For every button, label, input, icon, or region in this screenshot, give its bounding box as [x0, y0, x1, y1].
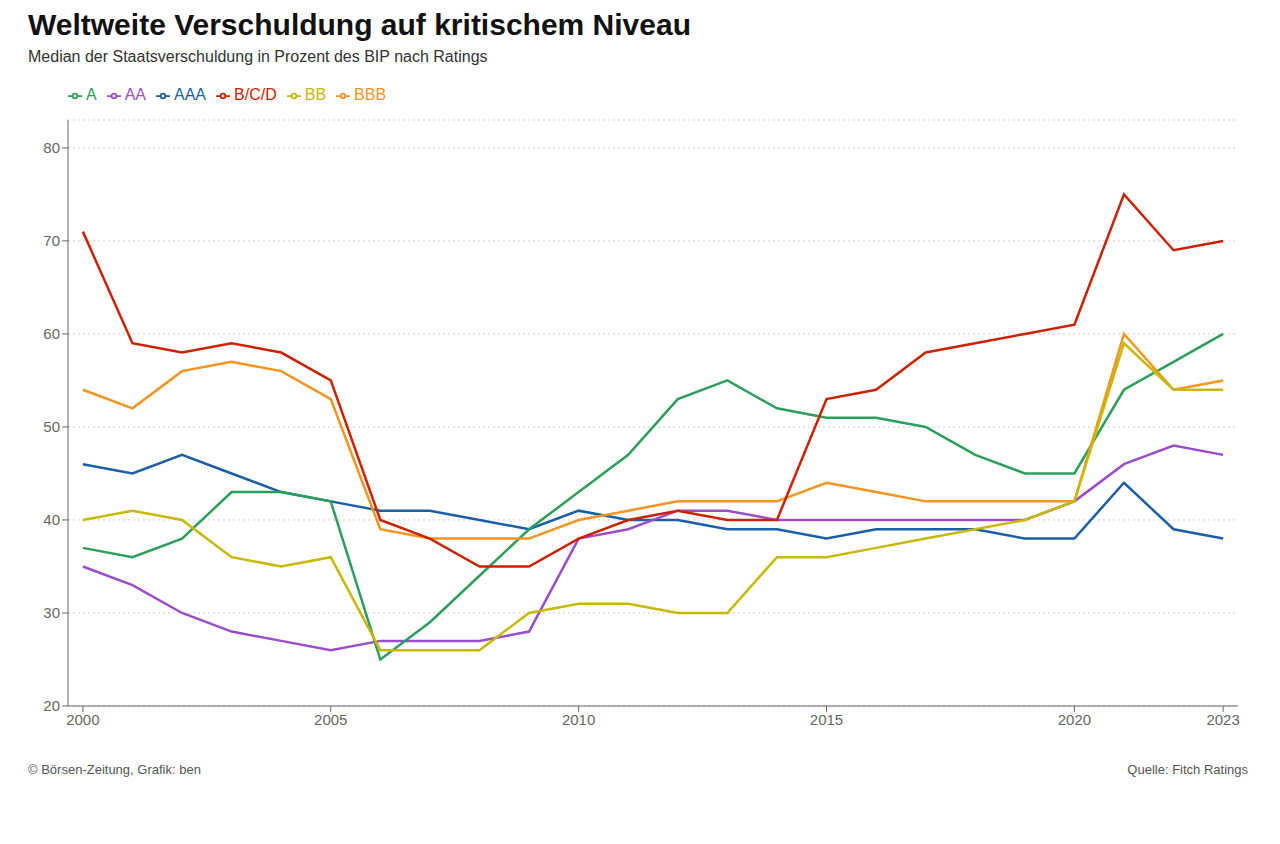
- svg-text:2015: 2015: [810, 711, 843, 728]
- html-text:B/C/D: B/C/D: [234, 86, 277, 103]
- svg-text:60: 60: [43, 325, 60, 342]
- html-text:Median der Staatsverschuldung: Median der Staatsverschuldung in Prozent…: [28, 48, 488, 65]
- svg-text:30: 30: [43, 604, 60, 621]
- svg-text:50: 50: [43, 418, 60, 435]
- html-text:Quelle: Fitch Ratings: Quelle: Fitch Ratings: [1127, 762, 1248, 777]
- html-text:Weltweite Verschuldung auf kri: Weltweite Verschuldung auf kritischem Ni…: [28, 8, 691, 41]
- svg-text:40: 40: [43, 511, 60, 528]
- svg-text:70: 70: [43, 232, 60, 249]
- svg-text:2000: 2000: [66, 711, 99, 728]
- html-text:AA: AA: [124, 86, 146, 103]
- html-text:A: A: [86, 86, 97, 103]
- svg-text:2010: 2010: [562, 711, 595, 728]
- html-text:BB: BB: [304, 86, 326, 103]
- html-text:BBB: BBB: [354, 86, 387, 103]
- html-text:© Börsen-Zeitung, Grafik: ben: © Börsen-Zeitung, Grafik: ben: [28, 762, 201, 777]
- svg-text:2005: 2005: [314, 711, 347, 728]
- svg-text:2020: 2020: [1058, 711, 1091, 728]
- html-text:AAA: AAA: [174, 86, 206, 103]
- svg-text:2023: 2023: [1206, 711, 1239, 728]
- svg-text:80: 80: [43, 139, 60, 156]
- svg-text:20: 20: [43, 697, 60, 714]
